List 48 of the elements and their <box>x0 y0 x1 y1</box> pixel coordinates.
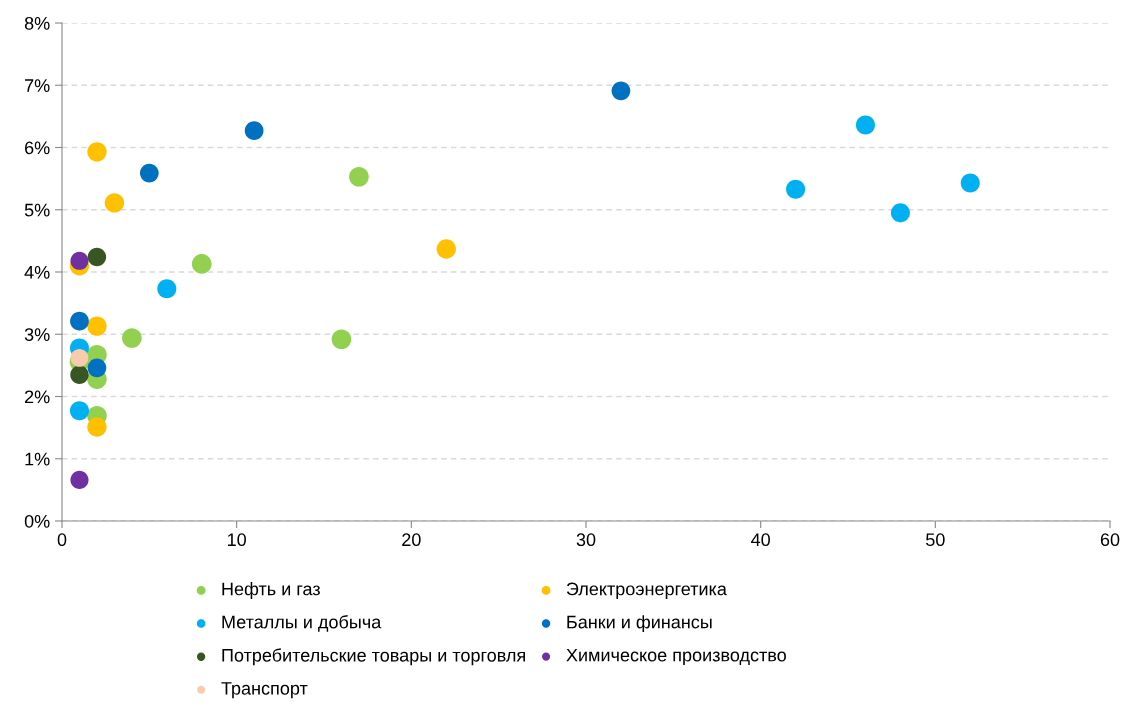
legend-label: Банки и финансы <box>567 615 712 632</box>
point <box>104 193 125 213</box>
legend-label: Электроэнергетика <box>566 582 727 599</box>
x-tick-label: 40 <box>751 533 770 547</box>
x-tick-label: 30 <box>576 533 596 547</box>
x-tick-label: 60 <box>1100 533 1120 547</box>
point <box>331 329 352 350</box>
point <box>122 328 142 348</box>
legend-label: Транспорт <box>221 682 308 699</box>
legend-label: Химическое производство <box>566 648 786 666</box>
point <box>960 173 980 193</box>
x-tick-label: 10 <box>228 533 246 547</box>
x-tick-label: 0 <box>57 533 67 547</box>
x-tick-label: 20 <box>402 533 421 547</box>
y-tick-label: 2% <box>25 390 50 404</box>
point <box>69 401 89 421</box>
point <box>70 470 89 489</box>
point <box>139 163 159 183</box>
y-tick-label: 1% <box>25 452 50 466</box>
legend-label: Нефть и газ <box>222 582 320 599</box>
point <box>786 179 806 199</box>
point <box>191 254 212 274</box>
point <box>855 115 875 135</box>
point <box>244 121 264 141</box>
legend-label: Металлы и добыча <box>222 615 382 632</box>
point <box>157 279 177 299</box>
point <box>611 81 631 101</box>
y-tick-label: 4% <box>24 266 50 279</box>
y-tick-label: 3% <box>24 328 50 341</box>
y-tick-label: 0% <box>24 514 50 528</box>
point <box>436 239 456 259</box>
point <box>890 203 910 223</box>
y-tick-label: 6% <box>25 141 50 155</box>
point <box>87 247 107 267</box>
y-tick-label: 5% <box>24 203 50 217</box>
point <box>70 365 89 384</box>
point <box>87 417 107 437</box>
y-tick-label: 7% <box>25 79 50 92</box>
point <box>70 349 89 367</box>
point <box>70 311 89 331</box>
x-tick-label: 50 <box>926 533 945 547</box>
y-tick-label: 8% <box>24 16 50 30</box>
point <box>87 358 107 378</box>
point <box>87 316 107 336</box>
point <box>349 166 369 187</box>
point <box>87 142 107 162</box>
legend-label: Потребительские товары и торговля <box>222 648 525 666</box>
point <box>70 251 89 270</box>
